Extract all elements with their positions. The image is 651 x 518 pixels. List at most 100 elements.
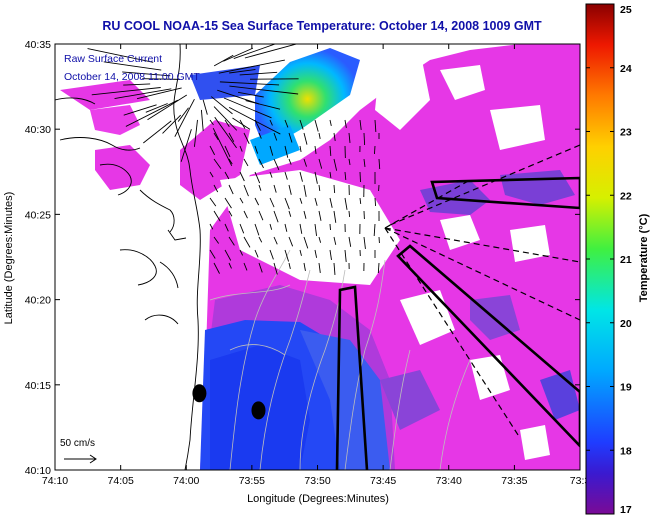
current-vector — [224, 197, 232, 209]
current-vector — [288, 184, 292, 195]
current-vector — [243, 158, 249, 167]
current-vector — [299, 249, 302, 256]
current-vector — [333, 210, 337, 223]
current-vector — [329, 145, 332, 157]
current-vector — [239, 249, 244, 256]
current-vector — [344, 119, 347, 128]
scale-arrow-label: 50 cm/s — [60, 438, 95, 449]
current-vector — [348, 210, 351, 218]
current-vector — [233, 44, 275, 59]
y-axis: 40:10 40:15 40:20 40:25 40:30 40:35 — [25, 39, 580, 477]
y-tick-label: 40:25 — [25, 209, 51, 221]
current-vector — [212, 128, 233, 167]
current-vector — [228, 132, 235, 142]
current-vector — [333, 236, 337, 245]
current-vector — [318, 158, 323, 169]
current-vector — [224, 249, 232, 261]
x-tick-label: 73:55 — [239, 475, 265, 487]
x-tick-label: 74:05 — [108, 475, 134, 487]
current-vector — [254, 197, 260, 206]
current-vector — [269, 249, 274, 260]
current-vector — [239, 223, 245, 234]
current-vector — [254, 223, 260, 236]
current-vector — [209, 145, 216, 156]
current-vector — [318, 184, 321, 192]
current-vector — [228, 106, 281, 135]
current-vector — [218, 59, 285, 74]
current-vector — [273, 210, 279, 223]
current-vector — [237, 91, 264, 98]
current-vector — [245, 100, 281, 110]
current-vector — [303, 210, 307, 219]
current-vector — [333, 184, 336, 194]
current-vector — [314, 119, 319, 132]
current-vector — [228, 158, 233, 165]
x-tick-label: 73:45 — [370, 475, 396, 487]
current-vector — [359, 119, 362, 130]
current-vector — [180, 129, 192, 162]
current-vector — [228, 262, 232, 269]
current-vector — [314, 171, 318, 184]
y-tick-label: 40:35 — [25, 39, 51, 51]
current-vector — [288, 132, 293, 143]
current-vector — [273, 158, 280, 171]
current-timestamp: October 14, 2008 11:00 GMT — [64, 71, 200, 83]
current-vector — [299, 197, 303, 204]
current-vector — [314, 249, 318, 258]
current-vector — [273, 132, 278, 141]
current-vector — [239, 71, 278, 76]
current-vector — [243, 262, 248, 271]
current-vector — [213, 262, 220, 274]
current-vector — [363, 132, 366, 146]
current-vector — [217, 89, 260, 105]
colorbar-tick-label: 20 — [620, 318, 632, 330]
current-vector — [269, 223, 273, 230]
current-vector — [200, 109, 204, 131]
y-tick-label: 40:10 — [25, 465, 51, 477]
current-vector — [243, 132, 250, 144]
current-vector — [125, 99, 179, 127]
current-vector — [273, 184, 277, 193]
x-tick-label: 73:50 — [304, 475, 330, 487]
station-marker-2 — [251, 401, 266, 420]
current-vector — [254, 145, 259, 154]
current-vector — [284, 249, 289, 262]
warm-plume-region — [255, 48, 360, 150]
scale-arrow — [64, 454, 97, 464]
current-vector — [348, 132, 351, 143]
current-vector — [373, 145, 376, 155]
current-vectors — [87, 44, 381, 275]
current-vector — [269, 119, 273, 126]
current-vector — [213, 132, 219, 141]
current-vector — [224, 145, 231, 158]
colorbar-tick-label: 17 — [620, 504, 632, 516]
current-vector — [209, 119, 214, 126]
current-vector — [223, 97, 272, 119]
colorbar-tick-label: 24 — [620, 63, 632, 75]
current-vector — [303, 262, 306, 271]
current-vector — [329, 171, 332, 178]
current-vector — [273, 236, 278, 245]
y-tick-label: 40:20 — [25, 295, 51, 307]
colorbar-tick-label: 22 — [620, 190, 632, 202]
current-vector — [213, 106, 238, 131]
current-vector — [273, 262, 278, 275]
current-vector — [373, 223, 376, 237]
current-vector — [210, 96, 233, 115]
current-vector — [377, 262, 380, 274]
current-vector — [209, 171, 214, 178]
current-vector — [299, 119, 304, 130]
current-vector — [288, 262, 291, 269]
x-axis-label: Longitude (Degrees:Minutes) — [247, 493, 389, 505]
current-vector — [229, 85, 299, 95]
current-vector — [239, 119, 246, 129]
current-vector — [209, 249, 216, 259]
current-vector — [224, 171, 230, 180]
current-vector — [269, 145, 274, 156]
current-vector — [177, 107, 189, 122]
current-vector — [318, 236, 322, 243]
no-data-gaps — [60, 50, 550, 460]
current-vector — [243, 210, 248, 219]
y-axis-label: Latitude (Degrees:Minutes) — [3, 192, 15, 325]
current-vector — [228, 210, 233, 217]
